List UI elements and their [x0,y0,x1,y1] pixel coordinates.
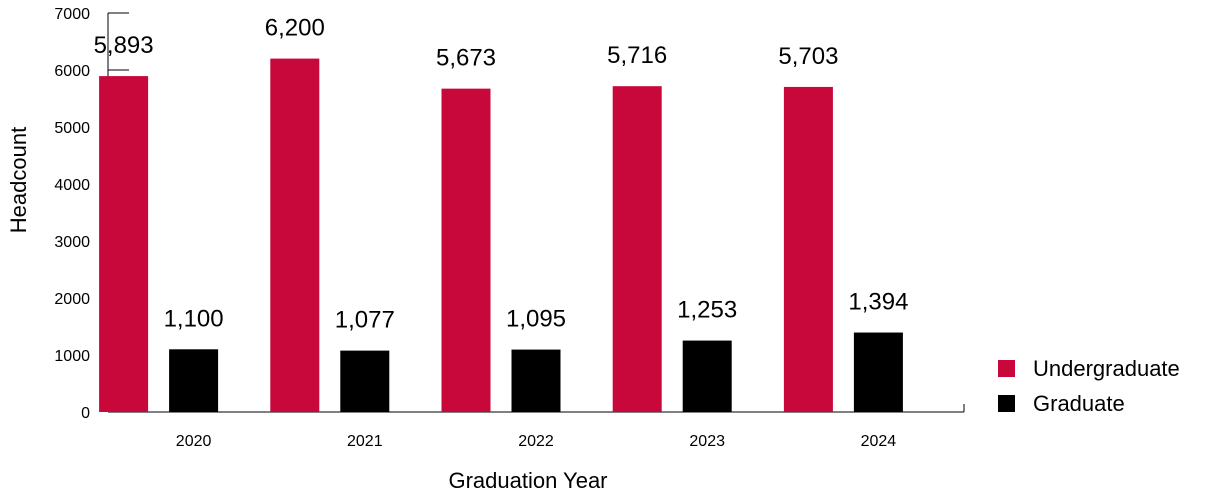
y-tick-label: 2000 [54,291,90,308]
legend-label-undergraduate: Undergraduate [1033,356,1180,381]
bar-undergraduate-2021 [270,58,320,412]
bar-undergraduate-2023 [612,86,662,413]
data-label-graduate-2020: 1,100 [164,305,224,332]
bar-graduate-2021 [340,350,390,412]
legend: Undergraduate Graduate [998,356,1180,416]
data-label-graduate-2023: 1,253 [677,297,737,324]
data-label-undergraduate-2020: 5,893 [94,32,154,59]
x-axis-title: Graduation Year [448,468,607,493]
legend-swatch-undergraduate [998,360,1015,377]
x-tick-label: 2021 [347,433,383,450]
data-label-undergraduate-2023: 5,716 [607,42,667,69]
data-label-graduate-2024: 1,394 [848,289,908,316]
data-label-graduate-2021: 1,077 [335,307,395,334]
y-axis-title: Headcount [6,127,31,233]
x-tick-label: 2024 [861,433,897,450]
bar-undergraduate-2020 [99,76,149,412]
y-tick-label: 0 [81,405,90,422]
data-label-undergraduate-2022: 5,673 [436,45,496,72]
y-tick-label: 4000 [54,177,90,194]
y-tick-label: 3000 [54,234,90,251]
bar-graduate-2022 [511,349,561,412]
bar-undergraduate-2024 [783,86,833,412]
legend-swatch-graduate [998,395,1015,412]
bar-graduate-2024 [853,332,903,412]
y-tick-label: 5000 [54,120,90,137]
y-tick-label: 1000 [54,348,90,365]
data-label-undergraduate-2024: 5,703 [778,43,838,70]
data-label-graduate-2022: 1,095 [506,306,566,333]
bar-graduate-2020 [169,349,219,412]
bars [99,58,903,413]
data-label-undergraduate-2021: 6,200 [265,15,325,42]
x-tick-label: 2020 [176,433,212,450]
y-tick-label: 6000 [54,63,90,80]
x-tick-label: 2023 [689,433,725,450]
y-tick-label: 7000 [54,6,90,23]
legend-label-graduate: Graduate [1033,391,1125,416]
bar-undergraduate-2022 [441,88,491,412]
x-tick-label: 2022 [518,433,554,450]
data-labels: 5,893 6,200 5,673 5,716 5,703 1,100 1,077 1,095… [94,15,909,334]
bar-graduate-2023 [682,340,732,412]
